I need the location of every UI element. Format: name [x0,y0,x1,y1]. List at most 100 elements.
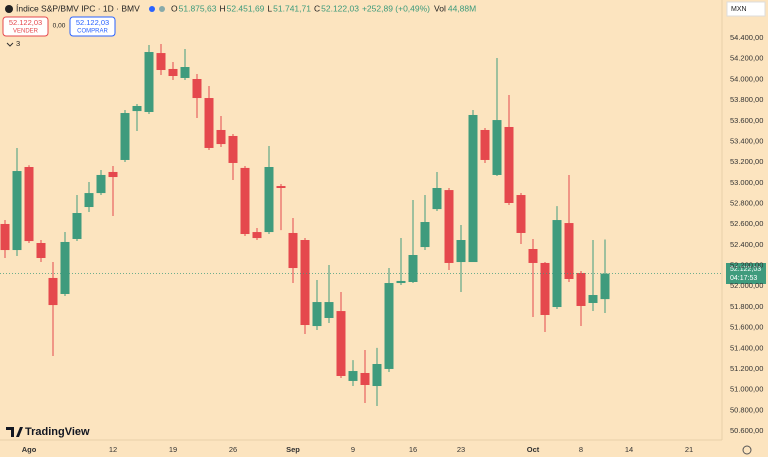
candle-body [168,68,178,77]
candle-body [48,277,58,306]
candle-body [540,262,550,315]
candle-body [96,174,106,194]
x-tick-label: 26 [229,445,237,454]
logo-text[interactable]: TradingView [25,426,90,438]
y-tick-label: 54.000,00 [730,74,763,83]
candle-body [180,67,190,78]
x-tick-label: 19 [169,445,177,454]
y-tick-label: 54.200,00 [730,54,763,63]
candle-body [516,195,526,233]
candle-body [36,243,46,259]
candle-body [216,129,226,145]
last-price-tag [726,263,766,284]
candle-body [276,186,286,188]
logo-mark [6,427,23,437]
change: +252,89 (+0,49%) [362,3,430,13]
y-tick-label: 51.800,00 [730,302,763,311]
candle-body [360,372,370,385]
last-price: 52.122,03 [730,266,761,273]
candle-body [120,113,130,160]
y-tick-label: 52.400,00 [730,240,763,249]
y-tick-label: 51.000,00 [730,385,763,394]
candle-body [228,135,238,163]
candle-body [132,105,142,112]
sell-price: 52.122,03 [9,18,42,27]
y-tick-label: 51.600,00 [730,323,763,332]
y-tick-label: 53.400,00 [730,136,763,145]
candle-body [264,167,274,233]
candle-body [576,272,586,306]
ohlc-value: 51.875,63 [179,3,217,13]
sell-button[interactable] [2,16,49,37]
candle-body [324,302,334,318]
candle-body [0,223,10,251]
candle-body [156,53,166,71]
y-tick-label: 53.800,00 [730,95,763,104]
ohlc-value: 52.122,03 [321,3,359,13]
settings-icon[interactable] [742,445,752,455]
candle-body [492,120,502,175]
ohlc-value: 51.741,71 [273,3,311,13]
symbol-icon [5,5,13,13]
y-tick-label: 52.200,00 [730,261,763,270]
y-tick-label: 52.000,00 [730,281,763,290]
candle-body [300,240,310,326]
buy-button[interactable] [69,16,116,37]
candle-body [288,232,298,269]
ohlc-key: O [171,3,178,13]
candle-body [384,283,394,369]
candle-body [84,193,94,208]
candle-body [252,232,262,239]
volume-key: Vol [434,3,446,13]
sell-label: VENDER [13,29,39,35]
plot-area [0,44,722,406]
y-tick-label: 52.600,00 [730,219,763,228]
spread: 0,00 [53,23,66,30]
candle-body [600,273,610,300]
candle-body [444,190,454,263]
buy-label: COMPRAR [77,29,108,35]
candle-body [408,255,418,282]
x-tick-label: 16 [409,445,417,454]
candle-body [504,126,514,203]
candle-body [336,311,346,376]
candle-body [396,280,406,284]
candle-body [348,371,358,381]
candle-body [12,171,22,251]
currency-box[interactable] [726,1,766,17]
y-tick-label: 53.000,00 [730,178,763,187]
x-tick-label: 8 [579,445,583,454]
candle-body [480,129,490,160]
collapse-icon[interactable] [6,42,14,47]
candle-body [72,213,82,239]
y-tick-label: 52.800,00 [730,198,763,207]
y-tick-label: 53.200,00 [730,157,763,166]
candle-body [144,52,154,112]
y-tick-label: 53.600,00 [730,116,763,125]
candle-body [240,167,250,235]
x-tick-label: Oct [527,445,540,454]
countdown: 04:17:53 [730,275,757,282]
y-tick-label: 51.200,00 [730,364,763,373]
ohlc-key: L [267,3,272,13]
candle-body [312,302,322,327]
ohlc-value: 52.451,69 [227,3,265,13]
ohlc-key: H [219,3,225,13]
candle-body [24,167,34,242]
candle-body [588,295,598,303]
candle-body [552,220,562,308]
candle-body [204,98,214,148]
currency: MXN [731,6,747,13]
candle-body [432,187,442,210]
indicator-count[interactable]: 3 [16,39,20,48]
y-tick-label: 51.400,00 [730,343,763,352]
candle-body [456,240,466,263]
x-tick-label: 14 [625,445,633,454]
x-tick-label: 23 [457,445,465,454]
candle-body [468,114,478,263]
x-tick-label: Ago [22,445,37,454]
symbol-title[interactable]: Índice S&P/BMV IPC · 1D · BMV [16,3,140,13]
x-tick-label: 9 [351,445,355,454]
